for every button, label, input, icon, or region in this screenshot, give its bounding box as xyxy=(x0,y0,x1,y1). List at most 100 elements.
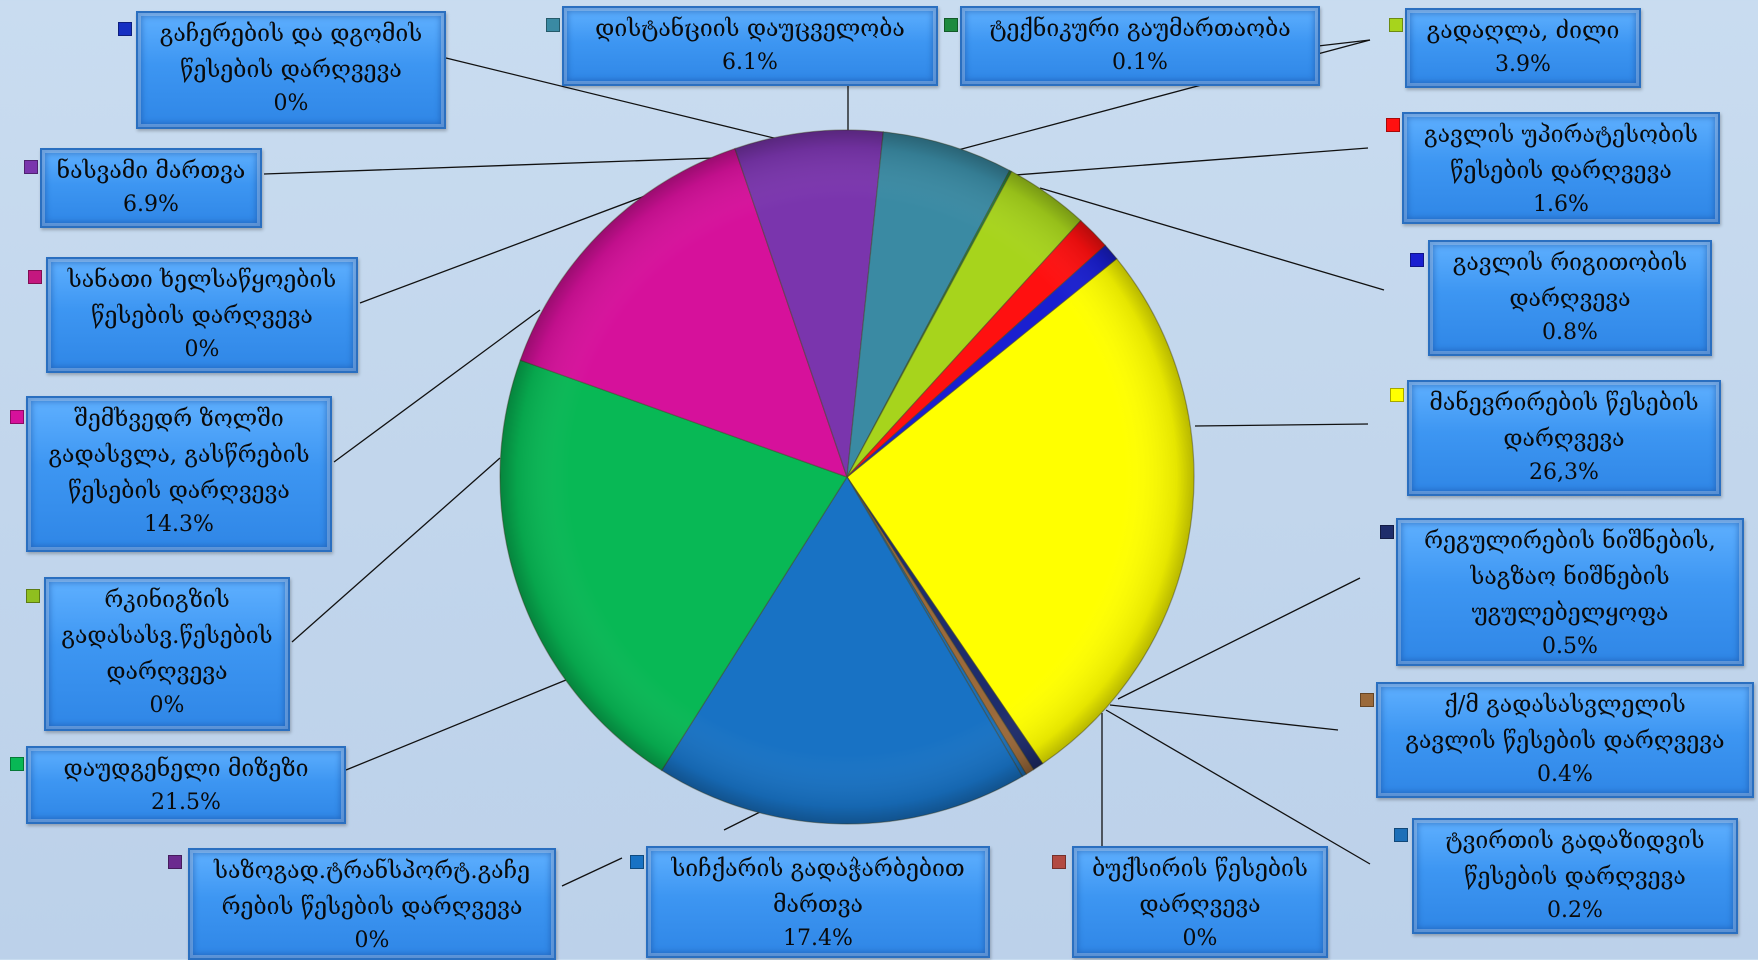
data-label-text: გავლის რიგითობის xyxy=(1452,250,1688,276)
data-label-text: ქ/მ გადასასვლელის xyxy=(1444,692,1686,718)
data-label-text: გადაღლა, ძილი xyxy=(1426,18,1620,44)
data-label-value: 1.6% xyxy=(1533,192,1589,217)
data-label-text: დარღვევა xyxy=(1139,892,1261,918)
data-label-value: 14.3% xyxy=(144,512,214,537)
data-label-lights: სანათი ხელსაწყოების წესების დარღვევა 0% xyxy=(46,257,358,373)
data-label-railx: ქ/მ გადასასვლელის გავლის წესების დარღვევა… xyxy=(1376,682,1754,798)
data-label-order: გავლის რიგითობის დარღვევა 0.8% xyxy=(1428,240,1712,356)
data-label-text: ბუქსირის წესების xyxy=(1092,856,1308,882)
data-label-value: 0% xyxy=(273,91,309,116)
legend-swatch-lights xyxy=(28,270,42,284)
data-label-text: წესების დარღვევა xyxy=(1450,158,1672,184)
leader-line-drunk xyxy=(263,157,715,175)
data-label-text: გადასასვ.წესების xyxy=(61,623,273,649)
data-label-value: 0.2% xyxy=(1547,898,1603,923)
data-label-unknown: დაუდგენელი მიზეზი 21.5% xyxy=(26,746,346,824)
legend-swatch-technical xyxy=(944,18,958,32)
leader-line-priority xyxy=(1014,147,1369,176)
data-label-text: ტვირთის გადაზიდვის xyxy=(1445,828,1705,854)
data-label-text: დისტანციის დაუცველობა xyxy=(595,16,905,42)
data-label-value: 0% xyxy=(1182,926,1218,951)
data-label-pubtrans: საზოგად.ტრანსპორტ.გაჩე რების წესების დარღ… xyxy=(188,848,556,960)
data-label-text: სანათი ხელსაწყოების xyxy=(67,267,337,293)
data-label-overtake: გადაღლა, ძილი 3.9% xyxy=(1405,8,1641,88)
legend-swatch-distance xyxy=(546,18,560,32)
data-label-railroad: რკინიგზის გადასასვ.წესების დარღვევა 0% xyxy=(44,577,290,731)
leader-line-railx xyxy=(1109,704,1339,731)
leader-line-unknown xyxy=(345,679,567,771)
data-label-value: 6.9% xyxy=(123,192,179,217)
data-label-cargo: ტვირთის გადაზიდვის წესების დარღვევა 0.2% xyxy=(1412,818,1738,934)
legend-swatch-unknown xyxy=(10,757,24,771)
data-label-value: 0% xyxy=(354,928,390,953)
data-label-text: სიჩქარის გადაჭარბებით xyxy=(671,856,965,882)
data-label-text: საზოგად.ტრანსპორტ.გაჩე xyxy=(214,858,530,884)
data-label-priority: გავლის უპირატესობის წესების დარღვევა 1.6% xyxy=(1402,112,1720,224)
data-label-value: 3.9% xyxy=(1495,52,1551,77)
data-label-value: 0.1% xyxy=(1112,50,1168,75)
data-label-regsigns: რეგულირების ნიშნების, საგზაო ნიშნების უგულ… xyxy=(1396,518,1744,666)
data-label-oncoming: შემხვედრ ზოლში გადასვლა, გასწრების წესების… xyxy=(26,396,332,552)
legend-swatch-drunk xyxy=(24,160,38,174)
data-label-value: 21.5% xyxy=(151,790,221,815)
data-label-text: რეგულირების ნიშნების, xyxy=(1424,528,1716,554)
legend-swatch-order xyxy=(1410,253,1424,267)
data-label-value: 0% xyxy=(149,693,185,718)
legend-swatch-oncoming xyxy=(10,410,24,424)
leader-line-technical xyxy=(1317,39,1371,47)
legend-swatch-speed xyxy=(630,855,644,869)
leader-line-maneuver xyxy=(1194,423,1369,427)
data-label-text: გადასვლა, გასწრების xyxy=(48,442,310,468)
data-label-text: წესების დარღვევა xyxy=(1464,864,1686,890)
data-label-text: წესების დარღვევა xyxy=(68,478,290,504)
legend-swatch-overtake xyxy=(1389,18,1403,32)
data-label-text: შემხვედრ ზოლში xyxy=(74,406,284,432)
legend-swatch-stopping xyxy=(118,22,132,36)
legend-swatch-priority xyxy=(1386,118,1400,132)
leader-line-cargo xyxy=(1105,709,1371,865)
data-label-drunk: ნასვამი მართვა 6.9% xyxy=(40,148,262,228)
data-label-text: გაჩერების და დგომის xyxy=(159,21,423,47)
data-label-text: გავლის წესების დარღვევა xyxy=(1405,728,1725,754)
data-label-text: ტექნიკური გაუმართაობა xyxy=(989,16,1291,42)
data-label-value: 0% xyxy=(184,337,220,362)
legend-swatch-railroad xyxy=(26,589,40,603)
leader-line-stopping xyxy=(445,57,783,141)
data-label-maneuver: მანევრირების წესების დარღვევა 26,3% xyxy=(1407,380,1721,496)
data-label-text: მართვა xyxy=(773,892,863,918)
data-label-text: უგულებელყოფა xyxy=(1471,600,1669,626)
leader-line-speed xyxy=(723,811,761,831)
data-label-tow: ბუქსირის წესების დარღვევა 0% xyxy=(1072,846,1328,958)
data-label-text: წესების დარღვევა xyxy=(91,303,313,329)
legend-swatch-tow xyxy=(1052,855,1066,869)
data-label-text: დარღვევა xyxy=(1503,426,1625,452)
data-label-stopping: გაჩერების და დგომის წესების დარღვევა 0% xyxy=(136,11,446,129)
data-label-value: 17.4% xyxy=(783,926,853,951)
data-label-value: 6.1% xyxy=(722,50,778,75)
data-label-value: 0.8% xyxy=(1542,320,1598,345)
data-label-text: საგზაო ნიშნების xyxy=(1470,564,1670,590)
data-label-technical: ტექნიკური გაუმართაობა 0.1% xyxy=(960,6,1320,86)
data-label-text: დარღვევა xyxy=(1509,286,1631,312)
data-label-speed: სიჩქარის გადაჭარბებით მართვა 17.4% xyxy=(646,846,990,958)
pie-slices xyxy=(499,129,1195,825)
data-label-distance: დისტანციის დაუცველობა 6.1% xyxy=(562,6,938,86)
data-label-text: ნასვამი მართვა xyxy=(56,158,246,184)
legend-swatch-cargo xyxy=(1394,828,1408,842)
data-label-text: გავლის უპირატესობის xyxy=(1424,122,1698,148)
data-label-text: მანევრირების წესების xyxy=(1429,390,1699,416)
leader-line-pubtrans xyxy=(561,857,623,887)
data-label-value: 0.4% xyxy=(1537,762,1593,787)
legend-swatch-pubtrans xyxy=(168,855,182,869)
legend-swatch-regsigns xyxy=(1380,525,1394,539)
data-label-text: დარღვევა xyxy=(106,659,228,685)
data-label-value: 26,3% xyxy=(1529,460,1599,485)
leader-line-railroad xyxy=(291,457,501,643)
data-label-value: 0.5% xyxy=(1542,634,1598,659)
data-label-text: რკინიგზის xyxy=(104,587,230,613)
legend-swatch-railx xyxy=(1360,693,1374,707)
data-label-text: წესების დარღვევა xyxy=(180,57,402,83)
legend-swatch-maneuver xyxy=(1390,388,1404,402)
data-label-text: რების წესების დარღვევა xyxy=(221,894,523,920)
data-label-text: დაუდგენელი მიზეზი xyxy=(63,756,309,782)
